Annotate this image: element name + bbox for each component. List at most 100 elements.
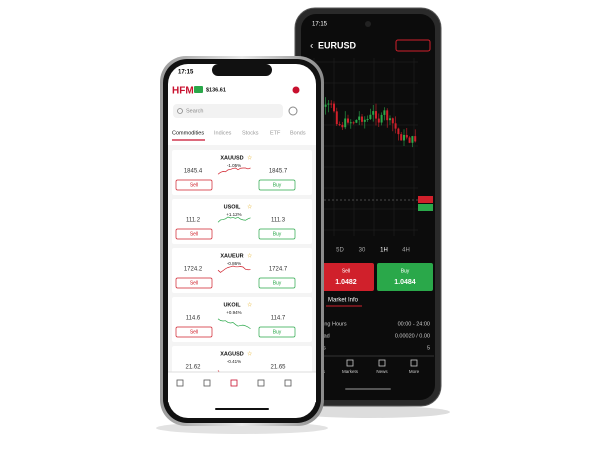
change: -0.86% (227, 261, 241, 266)
category-tab[interactable]: Bonds (290, 130, 306, 136)
favorite-star[interactable]: ☆ (247, 302, 252, 309)
nav-label[interactable]: News (376, 369, 388, 374)
change: +0.94% (226, 310, 241, 315)
buy-label: Buy (273, 231, 282, 237)
buy-button[interactable] (258, 228, 296, 240)
sell-label: Sell (190, 231, 198, 237)
candle-body (338, 124, 341, 126)
nav-icon[interactable] (284, 379, 292, 387)
candle-body (335, 111, 338, 125)
sparkline (217, 167, 251, 175)
header-button[interactable] (395, 39, 431, 52)
search-placeholder: Search (186, 108, 203, 114)
back-arrow[interactable]: ‹ (310, 41, 313, 52)
price-tag (418, 204, 433, 211)
candle-body (347, 118, 349, 123)
category-tab[interactable]: Stocks (242, 130, 259, 136)
buy-button[interactable] (258, 277, 296, 289)
bid-price: 114.6 (186, 316, 201, 322)
nav-label[interactable]: Markets (342, 369, 359, 374)
candle-body (324, 104, 327, 107)
buy-label: Buy (401, 268, 410, 274)
buy-button[interactable] (258, 179, 296, 191)
buy-label: Buy (273, 182, 282, 188)
buy-price: 1.0484 (394, 279, 416, 286)
candle-body (375, 111, 377, 119)
candle-body (391, 118, 394, 124)
nav-icon[interactable] (230, 379, 238, 387)
right-app: 17:15 ‹ EURUSD 1D5D301H4HSellBuy1.04821.… (302, 22, 434, 390)
buy-label: Buy (273, 329, 282, 335)
nav-icon[interactable] (346, 359, 354, 367)
search-box[interactable] (173, 104, 283, 118)
sell-button[interactable] (175, 277, 213, 289)
candle-body (349, 122, 352, 124)
sell-button[interactable] (175, 179, 213, 191)
category-tab[interactable]: ETF (270, 130, 281, 136)
change: -1.05% (227, 163, 241, 168)
notification-icon[interactable] (292, 86, 300, 94)
symbol-title: EURUSD (318, 40, 357, 50)
settings-icon[interactable] (288, 106, 298, 116)
favorite-star[interactable]: ☆ (247, 253, 252, 260)
camera (365, 21, 371, 27)
candle-body (405, 134, 408, 138)
candle-body (383, 110, 386, 115)
candle-body (411, 136, 414, 143)
status-time: 17:15 (178, 70, 194, 76)
info-value: 0.00020 / 0.00 (395, 333, 430, 339)
symbol: XAGUSD (220, 351, 244, 357)
nav-icon[interactable] (378, 359, 386, 367)
sell-button[interactable] (175, 228, 213, 240)
candle-body (366, 118, 369, 120)
candle-body (369, 114, 372, 119)
candle-body (386, 110, 389, 121)
nav-icon[interactable] (176, 379, 184, 387)
search-icon (177, 108, 183, 114)
buy-button[interactable] (377, 263, 433, 291)
favorite-star[interactable]: ☆ (247, 204, 252, 211)
sell-button[interactable] (175, 326, 213, 338)
timeframe-tab[interactable]: 5D (336, 248, 344, 254)
candle-body (355, 119, 358, 123)
nav-label[interactable]: More (409, 369, 420, 374)
buy-label: Buy (273, 280, 282, 286)
candle-body (344, 118, 347, 128)
symbol: XAUUSD (220, 155, 243, 161)
candle-body (380, 114, 383, 123)
info-label: Trading Hours (312, 321, 347, 327)
timeframe-tab[interactable]: 1H (380, 248, 388, 254)
price-tag (418, 196, 433, 203)
ask-price: 111.3 (271, 218, 286, 224)
sparkline (217, 318, 251, 330)
category-tab[interactable]: Commodities (172, 130, 204, 136)
left-app: 17:15 HFM $136.61 Search Commodities Indi… (168, 70, 316, 410)
nav-icon[interactable] (257, 379, 265, 387)
bid-price: 21.62 (185, 365, 201, 371)
sell-label: Sell (342, 268, 350, 274)
sell-label: Sell (190, 182, 198, 188)
notch (212, 64, 272, 76)
candle-body (414, 136, 417, 142)
candle-body (358, 116, 361, 120)
timeframe-tab[interactable]: 4H (402, 248, 410, 254)
sell-button[interactable] (318, 263, 374, 291)
info-value: 5 (427, 345, 430, 351)
ask-price: 114.7 (271, 316, 286, 322)
nav-icon[interactable] (410, 359, 418, 367)
category-tab[interactable]: Indices (214, 130, 232, 136)
candle-body (377, 118, 380, 123)
favorite-star[interactable]: ☆ (247, 155, 252, 162)
candle-body (363, 119, 366, 122)
symbol: UKOIL (223, 302, 241, 308)
favorite-star[interactable]: ☆ (247, 351, 252, 358)
candle-body (394, 123, 397, 129)
nav-icon[interactable] (203, 379, 211, 387)
change: -0.41% (227, 359, 241, 364)
timeframe-tab[interactable]: 30 (359, 248, 366, 254)
candle-body (341, 124, 344, 128)
buy-button[interactable] (258, 326, 296, 338)
account-badge (194, 86, 203, 93)
info-tab[interactable]: Market Info (328, 298, 359, 304)
